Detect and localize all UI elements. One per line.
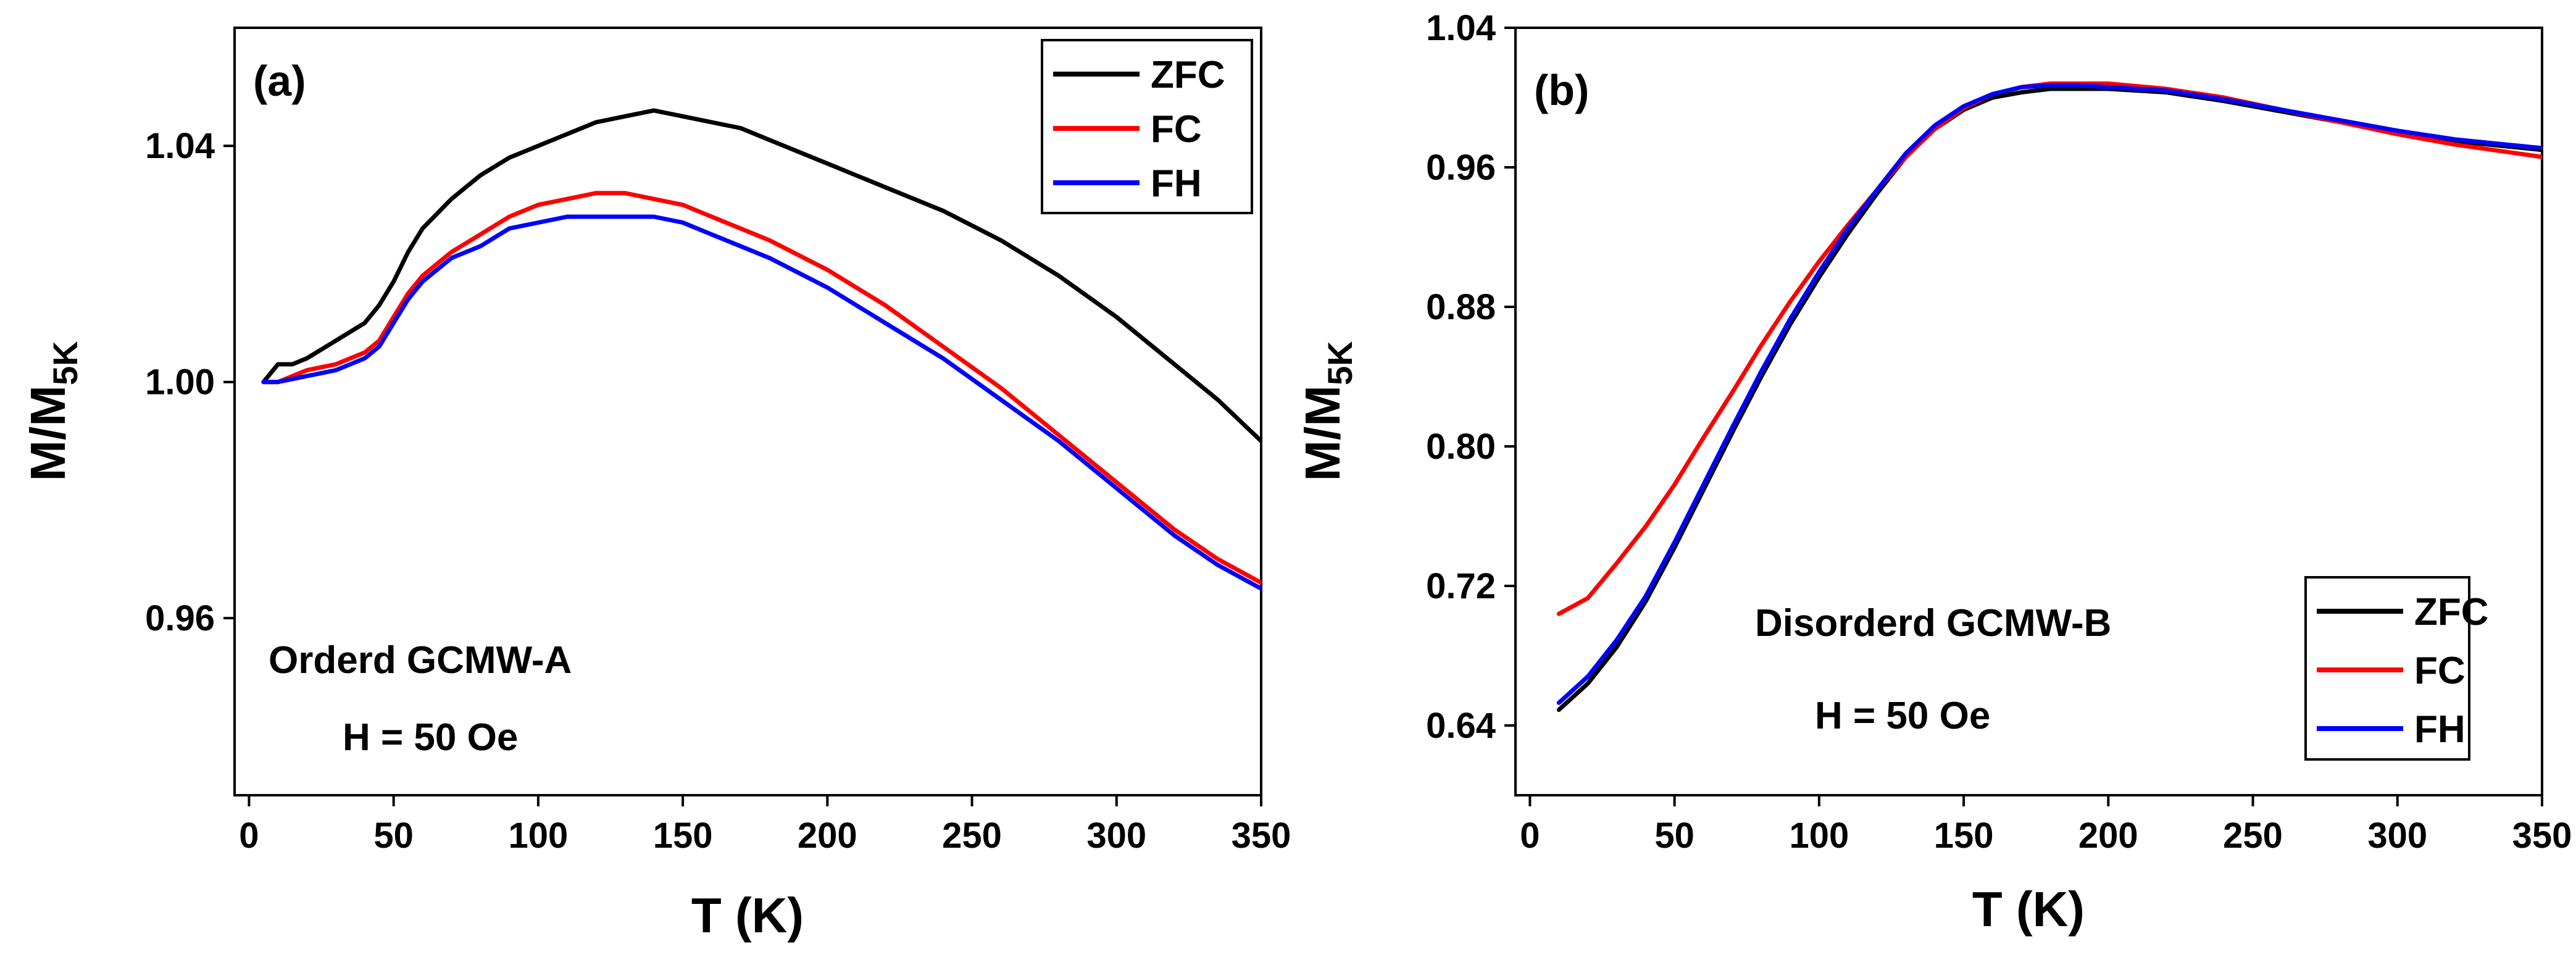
x-axis-title-a: T (K) xyxy=(691,888,804,943)
annotation-sample-a: Orderd GCMW-A xyxy=(269,639,572,682)
legend-a: ZFC FC FH xyxy=(1041,39,1253,214)
annotation-field-a: H = 50 Oe xyxy=(343,716,518,759)
y-tick-label-b-1: 0.72 xyxy=(1426,566,1496,606)
legend-label-zfc-a: ZFC xyxy=(1151,54,1225,96)
x-tick-label-a-6: 300 xyxy=(1086,816,1146,856)
y-axis-title-main-b: M/M xyxy=(1295,385,1350,482)
y-axis-a: 0.96 1.00 1.04 xyxy=(145,126,235,638)
annotation-field-b: H = 50 Oe xyxy=(1815,695,1990,737)
series-fc-line-a xyxy=(261,191,1261,585)
y-tick-label-b-4: 0.96 xyxy=(1426,148,1496,188)
x-tick-label-b-4: 200 xyxy=(2078,816,2138,856)
panel-label-a: (a) xyxy=(253,57,306,105)
x-tick-label-b-3: 150 xyxy=(1934,816,1994,856)
panel-a: 0.96 1.00 1.04 0 50 100 150 200 250 300 350 (a) O… xyxy=(20,27,1291,943)
series-zfc-line-a xyxy=(261,108,1261,443)
legend-label-fc-b: FC xyxy=(2414,650,2466,692)
x-tick-label-a-7: 350 xyxy=(1232,816,1291,856)
panel-b: 0.64 0.72 0.80 0.88 0.96 1.04 0 50 100 150 200 250… xyxy=(1295,8,2572,937)
x-axis-a: 0 50 100 150 200 250 300 350 xyxy=(239,795,1291,856)
x-tick-label-a-3: 150 xyxy=(653,816,713,856)
y-axis-title-main-a: M/M xyxy=(20,385,75,482)
legend-label-fh-a: FH xyxy=(1151,162,1202,205)
legend-label-zfc-b: ZFC xyxy=(2414,591,2489,633)
y-tick-label-a-2: 1.04 xyxy=(145,126,215,166)
y-tick-label-b-3: 0.88 xyxy=(1426,287,1496,327)
legend-label-fc-a: FC xyxy=(1151,108,1202,151)
y-axis-b: 0.64 0.72 0.80 0.88 0.96 1.04 xyxy=(1426,8,1515,746)
plot-frame-b xyxy=(1514,27,2543,796)
x-axis-b: 0 50 100 150 200 250 300 350 xyxy=(1520,795,2572,856)
y-axis-title-sub-b: 5K xyxy=(1320,341,1359,385)
series-group-a xyxy=(261,108,1261,591)
x-tick-label-b-2: 100 xyxy=(1789,816,1849,856)
y-tick-label-a-1: 1.00 xyxy=(145,362,215,403)
x-tick-label-b-5: 250 xyxy=(2223,816,2283,856)
series-fc-line-b xyxy=(1556,81,2542,616)
y-axis-title-sub-a: 5K xyxy=(46,341,85,385)
y-axis-title-a: M/M5K xyxy=(20,341,85,481)
panel-label-b: (b) xyxy=(1534,66,1589,114)
x-axis-title-b: T (K) xyxy=(1972,882,2085,937)
x-tick-label-a-5: 250 xyxy=(942,816,1002,856)
y-tick-label-a-0: 0.96 xyxy=(145,598,215,638)
annotation-sample-b: Disorderd GCMW-B xyxy=(1755,602,2111,645)
x-tick-label-a-0: 0 xyxy=(239,816,259,856)
y-tick-label-b-5: 1.04 xyxy=(1426,8,1496,48)
y-tick-label-b-0: 0.64 xyxy=(1426,706,1496,746)
x-tick-label-b-0: 0 xyxy=(1520,816,1540,856)
series-fh-line-b xyxy=(1556,83,2542,705)
series-group-b xyxy=(1556,81,2542,713)
plot-frame-a xyxy=(233,27,1262,796)
legend-b: ZFC FC FH xyxy=(2304,576,2489,761)
x-tick-label-a-4: 200 xyxy=(798,816,857,856)
series-fh-line-a xyxy=(261,214,1261,591)
y-axis-title-b: M/M5K xyxy=(1295,341,1359,481)
x-tick-label-b-1: 50 xyxy=(1654,816,1694,856)
x-tick-label-a-2: 100 xyxy=(508,816,568,856)
x-tick-label-b-7: 350 xyxy=(2512,816,2572,856)
legend-label-fh-b: FH xyxy=(2414,708,2466,751)
x-tick-label-a-1: 50 xyxy=(373,816,414,856)
x-tick-label-b-6: 300 xyxy=(2367,816,2427,856)
y-tick-label-b-2: 0.80 xyxy=(1426,427,1496,467)
